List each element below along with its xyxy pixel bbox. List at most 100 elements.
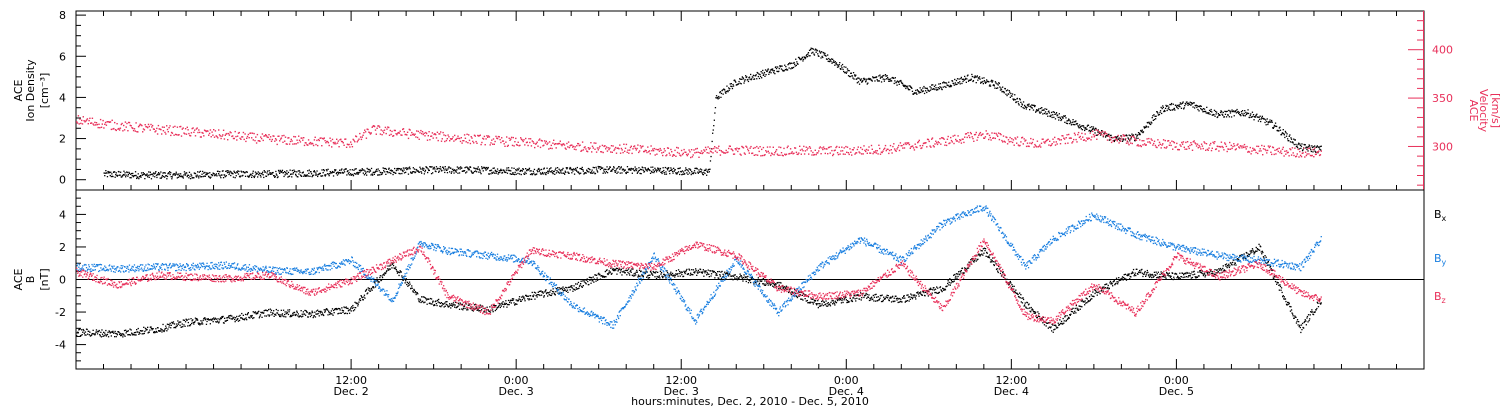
bx-point xyxy=(199,323,202,325)
density-point xyxy=(822,56,824,59)
velocity-point xyxy=(999,133,1001,135)
bx-point xyxy=(279,315,281,318)
bx-point xyxy=(576,288,578,290)
velocity-point xyxy=(226,132,228,135)
bx-point xyxy=(331,308,334,310)
density-point xyxy=(1170,102,1173,105)
density-point xyxy=(1012,98,1014,100)
density-point xyxy=(1255,114,1257,116)
density-point xyxy=(1053,116,1055,118)
density-point xyxy=(287,176,289,178)
velocity-point xyxy=(647,151,650,153)
velocity-point xyxy=(710,151,713,153)
density-point xyxy=(295,174,297,177)
density-point xyxy=(715,97,717,99)
velocity-point xyxy=(190,132,193,134)
velocity-point xyxy=(668,152,670,154)
density-point xyxy=(373,173,375,175)
density-point xyxy=(211,174,213,176)
velocity-point xyxy=(129,124,131,127)
density-point xyxy=(219,171,221,173)
density-point xyxy=(478,168,480,170)
density-point xyxy=(1128,138,1130,140)
velocity-point xyxy=(1040,142,1043,144)
velocity-point xyxy=(1188,147,1190,150)
density-point xyxy=(806,56,808,58)
density-point xyxy=(807,52,810,54)
density-point xyxy=(832,61,834,63)
velocity-point xyxy=(723,152,725,154)
density-point xyxy=(278,171,280,173)
bx-point xyxy=(258,310,260,312)
density-point xyxy=(1147,122,1149,124)
density-point xyxy=(561,169,564,171)
velocity-point xyxy=(212,134,214,136)
velocity-point xyxy=(468,139,471,142)
velocity-point xyxy=(827,153,829,155)
density-point xyxy=(129,173,132,175)
density-point xyxy=(226,170,228,172)
bx-point xyxy=(219,319,221,321)
density-point xyxy=(858,77,860,79)
velocity-point xyxy=(662,154,664,157)
density-point xyxy=(1168,108,1170,111)
density-point xyxy=(1320,145,1322,147)
density-point xyxy=(1134,140,1136,142)
density-point xyxy=(1190,104,1192,106)
density-point xyxy=(1183,107,1185,109)
bx-point xyxy=(197,322,199,324)
density-point xyxy=(388,168,390,170)
velocity-point xyxy=(341,141,344,143)
density-point xyxy=(1096,134,1098,136)
velocity-point xyxy=(1184,148,1186,150)
density-point xyxy=(214,175,216,177)
velocity-point xyxy=(359,132,361,135)
density-point xyxy=(138,178,140,180)
velocity-point xyxy=(107,121,109,123)
bx-point xyxy=(329,312,331,314)
velocity-point xyxy=(243,138,245,141)
bx-point xyxy=(338,312,340,314)
velocity-point xyxy=(109,121,112,123)
density-point xyxy=(878,75,880,77)
density-point xyxy=(173,173,176,175)
density-point xyxy=(365,171,367,173)
density-point xyxy=(445,168,447,170)
bx-point xyxy=(315,310,318,312)
density-point xyxy=(612,168,614,171)
density-point xyxy=(703,171,705,173)
velocity-point xyxy=(907,142,910,144)
density-point xyxy=(1037,109,1040,111)
density-point xyxy=(1200,108,1202,110)
velocity-point xyxy=(743,152,746,154)
density-point xyxy=(366,167,368,170)
density-point xyxy=(1117,135,1119,138)
bx-point xyxy=(533,294,535,296)
velocity-point xyxy=(318,139,320,142)
bx-point xyxy=(214,318,216,320)
velocity-point xyxy=(992,137,994,139)
velocity-point xyxy=(1152,144,1154,146)
velocity-point xyxy=(588,148,590,150)
velocity-point xyxy=(1060,139,1062,141)
velocity-point xyxy=(831,149,833,152)
bx-point xyxy=(548,292,550,294)
density-point xyxy=(256,173,258,175)
bx-point xyxy=(182,325,184,328)
bx-point xyxy=(167,323,170,326)
density-point xyxy=(492,167,494,169)
bx-point xyxy=(172,321,175,323)
velocity-point xyxy=(175,133,177,136)
density-point xyxy=(1214,115,1216,117)
bx-point xyxy=(183,319,186,321)
density-point xyxy=(1073,121,1075,123)
density-point xyxy=(666,167,668,169)
bx-point xyxy=(150,327,153,329)
bx-point xyxy=(432,300,434,302)
velocity-point xyxy=(197,131,199,134)
velocity-point xyxy=(163,126,165,128)
density-point xyxy=(1009,91,1011,93)
density-point xyxy=(1013,98,1015,100)
density-point xyxy=(1004,88,1006,90)
velocity-point xyxy=(761,154,764,157)
